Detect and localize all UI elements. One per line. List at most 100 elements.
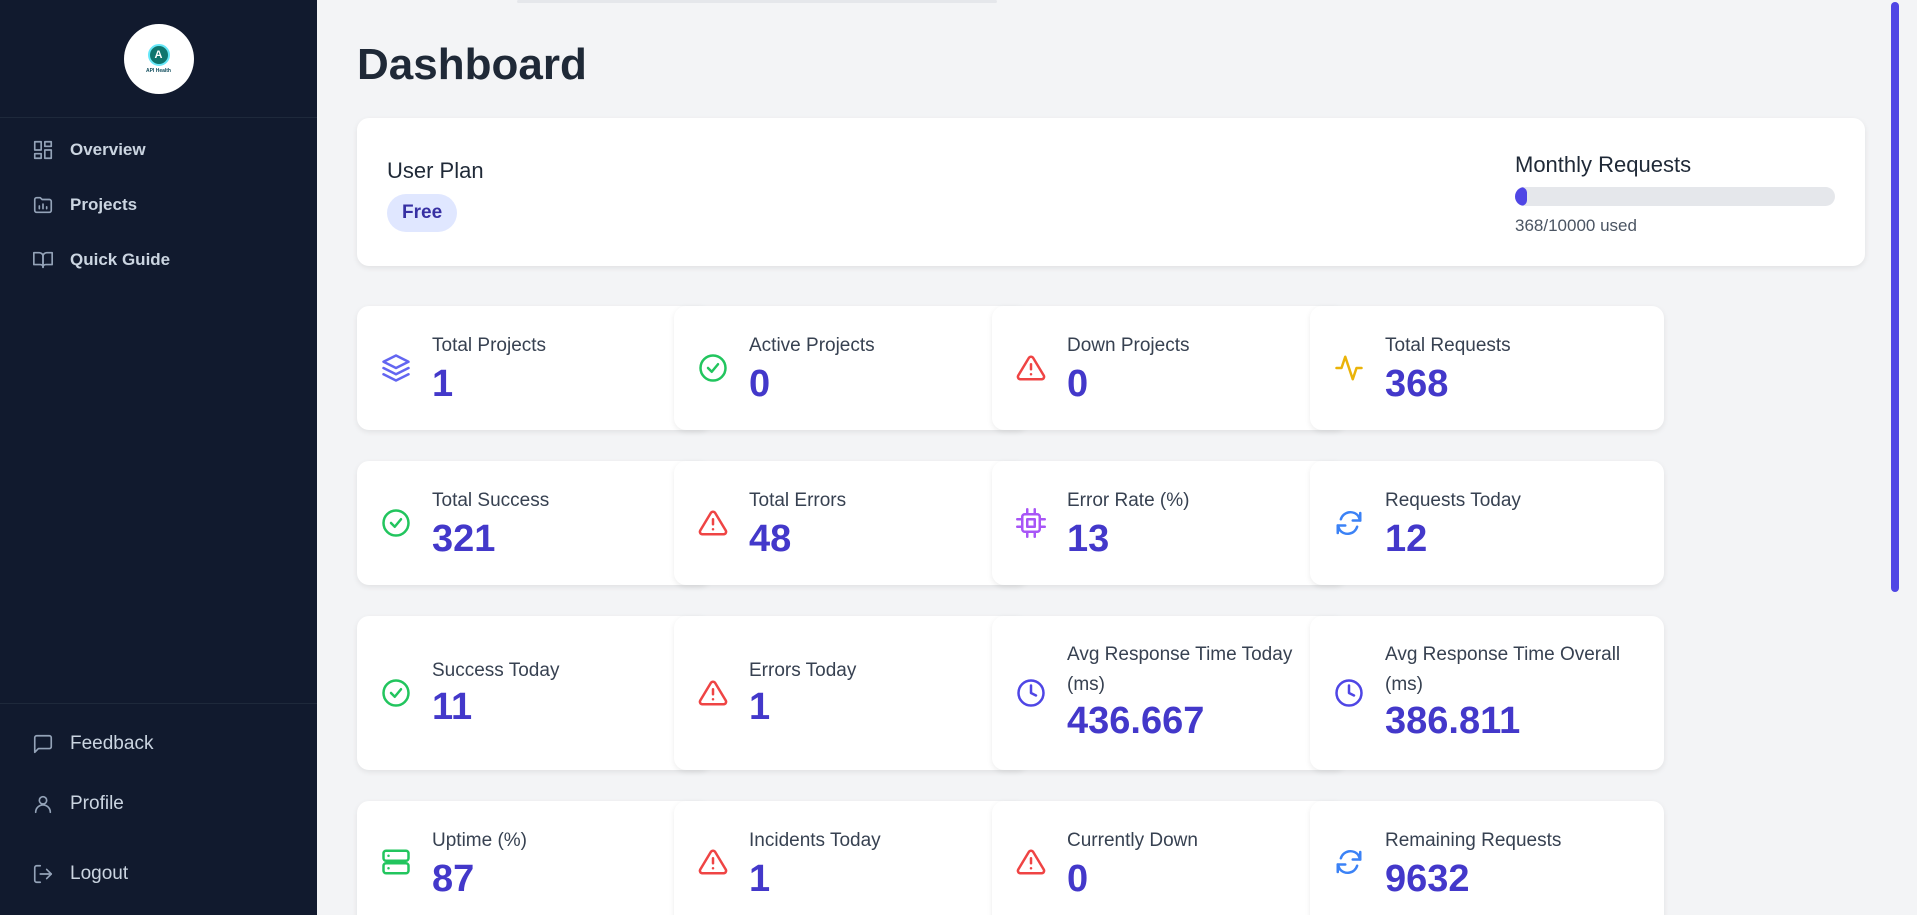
sidebar-item-projects[interactable]: Projects xyxy=(0,177,317,232)
sidebar-item-label: Overview xyxy=(70,139,146,159)
layers-icon xyxy=(381,353,411,383)
stat-card-error-rate: Error Rate (%) 13 xyxy=(992,461,1346,585)
logout-icon xyxy=(33,864,53,884)
monthly-requests-progress-fill xyxy=(1515,187,1527,206)
stat-value: 0 xyxy=(749,363,771,405)
stat-label: Error Rate (%) xyxy=(1067,490,1190,511)
stat-card-total-projects: Total Projects 1 xyxy=(357,306,711,430)
app-logo[interactable]: A API Health xyxy=(123,23,194,94)
sidebar-item-quick-guide[interactable]: Quick Guide xyxy=(0,232,317,287)
stat-card-remaining-requests: Remaining Requests 9632 xyxy=(1310,801,1664,915)
check-circle-icon xyxy=(381,678,411,708)
alert-triangle-icon xyxy=(698,847,728,877)
stat-label: Total Errors xyxy=(749,490,847,511)
monthly-requests-progress xyxy=(1515,187,1835,206)
sidebar-item-label: Feedback xyxy=(70,733,154,754)
server-icon xyxy=(381,847,411,877)
sidebar-item-profile[interactable]: Profile xyxy=(0,774,317,834)
cpu-icon xyxy=(1016,508,1046,538)
stat-value: 1 xyxy=(749,858,771,900)
page-title: Dashboard xyxy=(357,40,587,89)
stat-value: 1 xyxy=(432,363,454,405)
plan-badge: Free xyxy=(387,194,458,232)
monthly-requests-used: 368/10000 used xyxy=(1515,216,1637,235)
stat-value: 0 xyxy=(1067,363,1089,405)
stat-label: Requests Today xyxy=(1385,490,1521,511)
folder-chart-icon xyxy=(33,196,53,213)
sidebar-item-logout[interactable]: Logout xyxy=(0,844,317,904)
stat-value: 87 xyxy=(432,858,475,900)
sidebar-item-label: Projects xyxy=(70,194,138,214)
stat-label: Down Projects xyxy=(1067,335,1190,356)
stat-card-requests-today: Requests Today 12 xyxy=(1310,461,1664,585)
stat-value: 9632 xyxy=(1385,858,1470,900)
plan-card: User Plan Free Monthly Requests 368/1000… xyxy=(357,118,1865,266)
activity-icon xyxy=(1334,353,1364,383)
stat-value: 48 xyxy=(749,518,792,560)
sidebar: A API Health Overview Projects Quick Gui… xyxy=(0,0,317,915)
grid-icon xyxy=(33,140,53,159)
sidebar-item-label: Profile xyxy=(70,793,124,814)
stat-card-uptime: Uptime (%) 87 xyxy=(357,801,711,915)
refresh-icon xyxy=(1334,847,1364,877)
alert-triangle-icon xyxy=(698,678,728,708)
stat-card-errors-today: Errors Today 1 xyxy=(674,616,1028,770)
stat-value: 368 xyxy=(1385,363,1449,405)
sidebar-item-feedback[interactable]: Feedback xyxy=(0,714,317,774)
stat-card-incidents-today: Incidents Today 1 xyxy=(674,801,1028,915)
stat-value: 386.811 xyxy=(1385,700,1521,742)
sidebar-item-label: Logout xyxy=(70,863,129,884)
check-circle-icon xyxy=(381,508,411,538)
main-content: Dashboard User Plan Free Monthly Request… xyxy=(317,0,1900,915)
stat-value: 13 xyxy=(1067,518,1110,560)
stat-label: Remaining Requests xyxy=(1385,830,1562,851)
stat-label: Errors Today xyxy=(749,660,857,681)
stat-card-currently-down: Currently Down 0 xyxy=(992,801,1346,915)
sidebar-nav: Overview Projects Quick Guide xyxy=(0,118,317,287)
sidebar-bottom-nav: Feedback Profile Logout xyxy=(0,703,317,904)
refresh-icon xyxy=(1334,508,1364,538)
user-icon xyxy=(34,795,52,814)
alert-triangle-icon xyxy=(698,508,728,538)
stat-card-down-projects: Down Projects 0 xyxy=(992,306,1346,430)
stat-value: 11 xyxy=(432,686,473,728)
stat-label: Total Requests xyxy=(1385,335,1511,356)
stat-label: Incidents Today xyxy=(749,830,881,851)
book-icon xyxy=(33,251,53,268)
stat-card-total-success: Total Success 321 xyxy=(357,461,711,585)
stat-card-success-today: Success Today 11 xyxy=(357,616,711,770)
top-divider xyxy=(517,0,997,3)
stat-label: Avg Response Time Today (ms) xyxy=(1067,644,1293,695)
stat-label: Success Today xyxy=(432,660,560,681)
stat-value: 1 xyxy=(749,686,771,728)
logo-text: API Health xyxy=(145,67,171,74)
stat-value: 436.667 xyxy=(1067,700,1205,742)
logo-mark-icon: A xyxy=(147,43,170,66)
logo-area: A API Health xyxy=(0,0,317,118)
stat-value: 0 xyxy=(1067,858,1089,900)
sidebar-item-overview[interactable]: Overview xyxy=(0,122,317,177)
stat-label: Active Projects xyxy=(749,335,875,356)
stat-card-total-errors: Total Errors 48 xyxy=(674,461,1028,585)
stat-label: Total Projects xyxy=(432,335,547,356)
stat-label: Avg Response Time Overall (ms) xyxy=(1385,644,1621,695)
stat-value: 321 xyxy=(432,518,496,560)
scrollbar[interactable] xyxy=(1890,0,1900,915)
plan-label: User Plan xyxy=(387,158,484,183)
stat-label: Total Success xyxy=(432,490,550,511)
clock-icon xyxy=(1334,678,1364,708)
stat-card-total-requests: Total Requests 368 xyxy=(1310,306,1664,430)
alert-triangle-icon xyxy=(1016,353,1046,383)
stat-card-avg-response-time-today-ms: Avg Response Time Today (ms) 436.667 xyxy=(992,616,1346,770)
check-circle-icon xyxy=(698,353,728,383)
clock-icon xyxy=(1016,678,1046,708)
stat-card-active-projects: Active Projects 0 xyxy=(674,306,1028,430)
alert-triangle-icon xyxy=(1016,847,1046,877)
stat-value: 12 xyxy=(1385,518,1428,560)
message-icon xyxy=(33,734,53,754)
monthly-requests-label: Monthly Requests xyxy=(1515,152,1692,177)
sidebar-item-label: Quick Guide xyxy=(70,249,171,269)
stat-card-avg-response-time-overall-ms: Avg Response Time Overall (ms) 386.811 xyxy=(1310,616,1664,770)
scrollbar-thumb[interactable] xyxy=(1891,2,1899,592)
stat-label: Uptime (%) xyxy=(432,830,528,851)
